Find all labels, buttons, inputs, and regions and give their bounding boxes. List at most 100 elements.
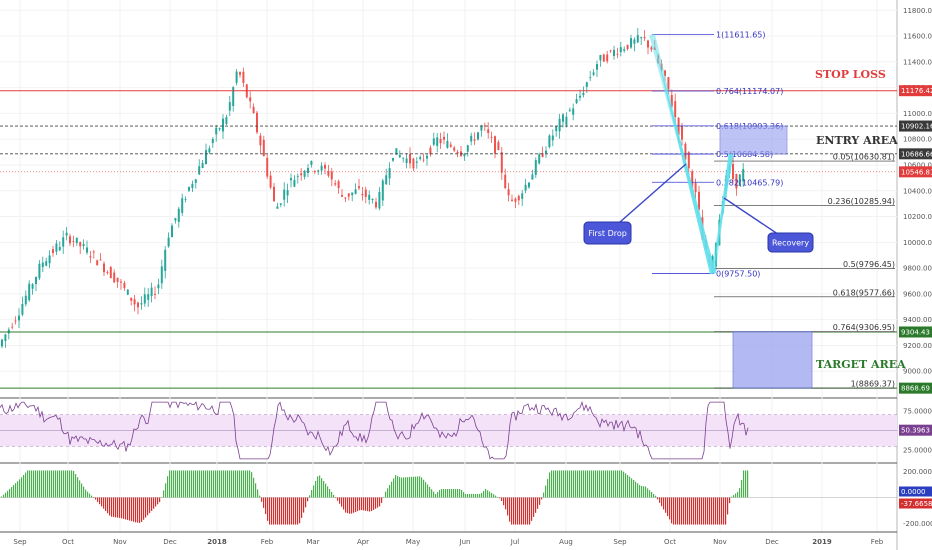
macd-bar — [17, 481, 19, 498]
candle — [616, 47, 619, 59]
price-badge — [899, 120, 932, 132]
macd-bar — [405, 477, 407, 498]
macd-bar — [723, 497, 725, 525]
entry-area-label: ENTRY AREA — [816, 134, 898, 147]
macd-bar — [509, 497, 511, 522]
candle — [361, 186, 364, 201]
candle — [184, 196, 187, 203]
macd-bar — [121, 497, 123, 519]
macd-bar — [679, 497, 681, 525]
x-axis-tick: Dec — [765, 538, 779, 546]
candle — [572, 103, 575, 121]
candle — [371, 198, 374, 204]
first-drop-callout-text: First Drop — [588, 229, 627, 238]
macd-bar — [565, 470, 567, 498]
macd-bar — [193, 470, 195, 498]
x-axis-tick: Aug — [559, 538, 573, 546]
candle — [239, 71, 241, 78]
x-axis-tick: May — [406, 538, 420, 546]
candle — [188, 186, 190, 192]
candle — [14, 316, 17, 325]
macd-bar — [229, 470, 231, 498]
candle — [147, 288, 150, 307]
fib-label: 0.5(9796.45) — [843, 260, 895, 269]
macd-bar — [683, 497, 685, 525]
macd-bar — [293, 497, 295, 525]
macd-bar — [259, 495, 261, 498]
macd-bar — [57, 470, 59, 498]
candle — [528, 181, 530, 189]
macd-bar — [607, 470, 609, 498]
macd-bar — [61, 470, 63, 498]
price-badge — [899, 382, 932, 394]
macd-bar — [235, 470, 237, 498]
price-badge — [899, 148, 932, 160]
fib-label: 1(11611.65) — [716, 31, 766, 40]
macd-bar — [645, 486, 647, 498]
first-drop-callout[interactable] — [583, 221, 632, 245]
macd-bar — [83, 486, 85, 498]
macd-bar — [729, 497, 731, 504]
candle — [497, 140, 500, 151]
candle — [249, 91, 252, 109]
macd-bar — [715, 497, 717, 525]
candle — [443, 131, 445, 145]
recovery-callout[interactable] — [767, 232, 814, 253]
macd-bar — [527, 497, 529, 525]
macd-bar — [303, 497, 305, 513]
macd-bar — [643, 486, 645, 498]
candle — [521, 190, 524, 206]
macd-bar — [693, 497, 695, 525]
macd-bar — [413, 476, 415, 498]
macd-bar — [323, 480, 325, 498]
y-axis-tick: 11600.00 — [903, 33, 932, 41]
macd-bar — [585, 470, 587, 498]
candle — [143, 287, 146, 307]
candle — [633, 37, 636, 52]
macd-bar — [249, 470, 251, 498]
macd-bar — [711, 497, 713, 525]
y-axis-tick: 9800.00 — [903, 265, 932, 273]
macd-bar — [735, 493, 737, 498]
candle — [273, 182, 275, 202]
candle — [419, 155, 422, 161]
candle — [606, 50, 609, 64]
macd-bar — [445, 488, 447, 498]
macd-bar — [431, 489, 433, 498]
candle — [215, 124, 218, 142]
fib-label: 0.764(9306.95) — [833, 323, 895, 332]
macd-bar — [555, 470, 557, 498]
macd-bar — [493, 494, 495, 498]
macd-bar — [71, 470, 73, 498]
candle — [494, 135, 496, 159]
candle — [630, 34, 632, 49]
candle — [11, 322, 14, 330]
x-axis-tick: 2018 — [207, 538, 227, 546]
x-axis-tick: Jun — [459, 538, 471, 546]
macd-bar — [549, 472, 551, 498]
candle — [534, 157, 537, 179]
macd-bar — [89, 493, 91, 498]
macd-bar — [727, 497, 729, 515]
macd-bar — [507, 497, 509, 516]
candle — [524, 178, 527, 194]
macd-bar — [545, 485, 547, 498]
macd-bar — [375, 497, 377, 509]
macd-bar — [255, 483, 257, 498]
macd-bar — [319, 475, 321, 498]
macd-bar — [195, 470, 197, 498]
macd-bar — [275, 497, 277, 525]
candle — [582, 86, 585, 98]
candle — [222, 114, 224, 139]
macd-bar — [39, 470, 41, 498]
price-badge-label: 10546.81 — [901, 168, 932, 176]
candle — [140, 296, 143, 310]
macd-bar — [503, 497, 505, 506]
macd-bar — [647, 488, 649, 498]
macd-bar — [271, 497, 273, 525]
macd-bar — [127, 497, 129, 521]
macd-bar — [579, 470, 581, 498]
macd-bar — [667, 497, 669, 517]
candle — [194, 178, 197, 189]
